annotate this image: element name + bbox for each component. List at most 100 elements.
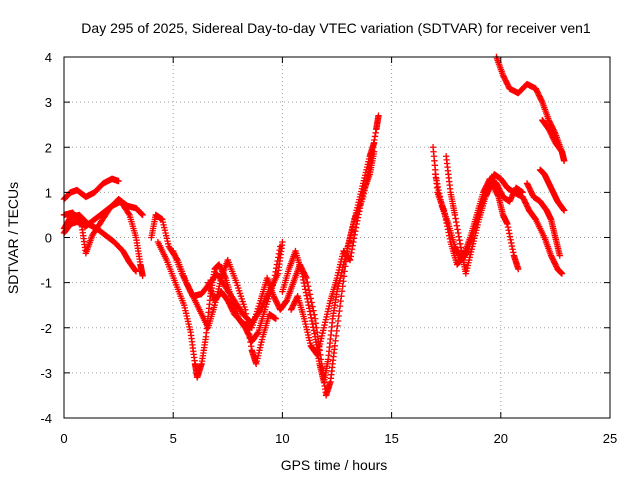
series-arc-n [493, 53, 568, 164]
data-point [456, 240, 464, 248]
data-point [132, 268, 140, 275]
data-point [558, 148, 566, 155]
data-point [509, 246, 516, 253]
data-point [77, 219, 84, 227]
data-point [437, 199, 445, 206]
data-point [464, 248, 471, 256]
series-arc-q [539, 116, 566, 155]
data-point [273, 261, 281, 268]
data-point [453, 218, 460, 226]
data-point [333, 327, 340, 335]
data-point [370, 148, 378, 155]
data-point [356, 204, 364, 212]
data-point [508, 242, 516, 250]
x-tick-label: 10 [275, 431, 289, 446]
data-point [370, 139, 378, 146]
data-point [346, 256, 354, 264]
data-point [246, 330, 253, 338]
data-point [274, 257, 281, 265]
data-point [311, 330, 318, 337]
grid-lines [64, 57, 610, 418]
data-point [358, 198, 365, 206]
data-point [538, 97, 545, 104]
data-point [356, 208, 363, 215]
data-point [353, 220, 360, 228]
data-point [306, 305, 313, 312]
data-point [433, 177, 440, 184]
data-point [115, 177, 122, 185]
x-tick-label: 0 [60, 431, 67, 446]
data-point [304, 295, 311, 303]
data-point [456, 237, 463, 244]
x-axis-label: GPS time / hours [281, 457, 388, 473]
data-point [338, 292, 345, 300]
data-point [453, 222, 461, 229]
y-tick-label: 1 [45, 185, 52, 200]
data-point [279, 238, 286, 246]
data-point [350, 238, 357, 246]
data-point [306, 291, 314, 298]
series-arc-m [432, 171, 566, 277]
series-arc-j [287, 148, 378, 359]
data-point [348, 249, 355, 257]
data-point [332, 337, 339, 345]
data-point [312, 320, 320, 327]
y-axis-label: SDTVAR / TECUs [5, 182, 21, 294]
y-tick-label: -3 [40, 366, 52, 381]
data-point [348, 246, 356, 253]
data-point [304, 298, 312, 306]
data-point [310, 307, 317, 314]
data-point [303, 292, 310, 299]
data-point [309, 303, 316, 310]
data-point [306, 308, 314, 315]
data-point [247, 338, 254, 346]
data-point [302, 289, 310, 296]
data-point [508, 239, 515, 247]
data-point [309, 324, 317, 331]
data-point [556, 252, 563, 259]
y-tick-label: 0 [45, 231, 52, 246]
data-point [310, 327, 318, 334]
data-point [299, 273, 306, 280]
data-point [332, 332, 340, 340]
data-point [452, 215, 459, 222]
data-point [311, 315, 319, 322]
data-point [558, 270, 566, 277]
data-point [331, 342, 339, 349]
data-point [308, 314, 315, 322]
data-point [455, 233, 463, 240]
data-point [340, 273, 348, 280]
data-point [371, 133, 379, 140]
data-point [507, 236, 514, 243]
data-point [304, 278, 311, 286]
y-tick-label: 4 [45, 50, 52, 65]
data-point [334, 322, 341, 330]
data-point [242, 310, 250, 317]
data-point [505, 227, 512, 234]
data-point [437, 196, 444, 203]
data-point [305, 301, 312, 309]
data-point [455, 229, 462, 237]
data-point [350, 235, 358, 242]
series-arc-d [60, 211, 140, 275]
data-point [510, 249, 517, 256]
data-point [432, 174, 440, 181]
data-point [454, 226, 461, 233]
data-point [334, 317, 342, 325]
data-point [560, 157, 568, 164]
data-point [275, 254, 282, 261]
data-point [270, 279, 277, 286]
data-point [436, 193, 444, 200]
data-point [247, 343, 255, 350]
data-point [275, 250, 283, 257]
series-arc-o [523, 180, 563, 259]
data-point [277, 243, 284, 250]
data-point [436, 190, 443, 197]
data-point [300, 276, 307, 284]
data-point [352, 227, 359, 235]
data-point [336, 307, 343, 315]
data-point [504, 220, 511, 228]
data-point [125, 210, 132, 217]
data-point [138, 211, 146, 218]
